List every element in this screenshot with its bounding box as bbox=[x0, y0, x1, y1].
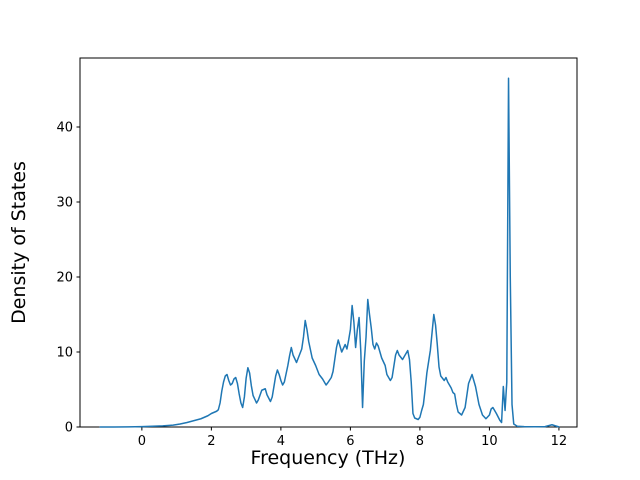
x-tick-label: 8 bbox=[416, 434, 424, 449]
y-tick-label: 40 bbox=[56, 121, 73, 136]
x-tick-label: 2 bbox=[207, 434, 215, 449]
y-axis-label: Density of States bbox=[8, 161, 30, 324]
x-axis-label: Frequency (THz) bbox=[251, 447, 406, 469]
x-tick-label: 10 bbox=[481, 434, 498, 449]
x-tick-label: 0 bbox=[138, 434, 146, 449]
x-tick-label: 6 bbox=[346, 434, 354, 449]
plot-frame bbox=[79, 57, 578, 428]
y-tick-label: 30 bbox=[56, 196, 73, 211]
x-tick-label: 4 bbox=[277, 434, 285, 449]
dos-line-series bbox=[99, 77, 560, 428]
y-tick-label: 20 bbox=[56, 271, 73, 286]
y-tick-label: 0 bbox=[65, 421, 73, 436]
axes-layer: 0 2 4 6 8 10 12 0 10 20 30 40 bbox=[56, 57, 578, 449]
y-tick-label: 10 bbox=[56, 346, 73, 361]
x-tick-label: 12 bbox=[551, 434, 568, 449]
